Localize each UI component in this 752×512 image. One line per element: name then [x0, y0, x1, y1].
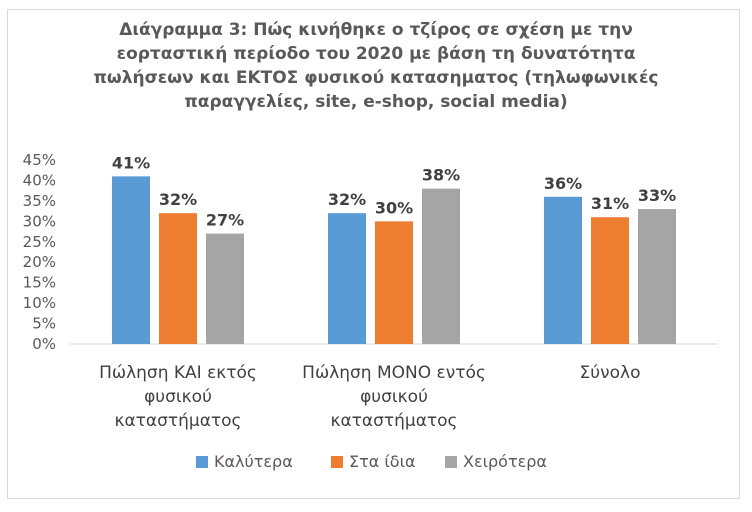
legend-swatch [331, 456, 343, 468]
data-label: 30% [375, 198, 413, 217]
data-label: 27% [206, 211, 244, 230]
chart-title-line-2: εορταστική περίοδο του 2020 με βάση τη δ… [116, 44, 636, 64]
chart-title-line-4: παραγγελίες, site, e-shop, social media) [184, 92, 568, 112]
bar [544, 196, 582, 344]
y-tick-label: 30% [23, 212, 56, 230]
legend-label: Καλύτερα [214, 452, 293, 471]
category-label: Πώληση ΚΑΙ εκτός [99, 363, 257, 383]
bar [375, 221, 413, 344]
bar [159, 213, 197, 344]
bar [638, 209, 676, 344]
chart-title-line-3: πωλήσεων και ΕΚΤΟΣ φυσικού κατασηματος (… [93, 68, 659, 88]
category-label: φυσικού [360, 387, 428, 407]
bar [422, 188, 460, 344]
data-label: 32% [159, 190, 197, 209]
data-label: 32% [328, 190, 366, 209]
category-label: φυσικού [144, 387, 212, 407]
y-tick-label: 10% [23, 294, 56, 312]
chart-title: Διάγραμμα 3: Πώς κινήθηκε ο τζίρος σε σχ… [0, 18, 752, 114]
legend-label: Στα ίδια [349, 452, 416, 471]
category-label: Σύνολο [580, 363, 641, 383]
bar [206, 233, 244, 344]
y-tick-label: 40% [23, 171, 56, 189]
y-tick-label: 45% [23, 151, 56, 169]
category-label: καταστήματος [114, 411, 241, 431]
chart-title-line-1: Διάγραμμα 3: Πώς κινήθηκε ο τζίρος σε σχ… [119, 20, 633, 40]
y-tick-label: 5% [32, 315, 56, 333]
data-label: 33% [638, 186, 676, 205]
legend-swatch [445, 456, 457, 468]
data-label: 38% [422, 166, 460, 185]
category-label: καταστήματος [330, 411, 457, 431]
y-tick-label: 0% [32, 335, 56, 353]
legend-label: Χειρότερα [463, 452, 547, 471]
bar [591, 217, 629, 344]
data-label: 31% [591, 194, 629, 213]
y-tick-label: 35% [23, 192, 56, 210]
data-label: 41% [112, 153, 150, 172]
y-tick-label: 20% [23, 253, 56, 271]
category-label: Πώληση ΜΟΝΟ εντός [302, 363, 486, 383]
legend-swatch [196, 456, 208, 468]
data-label: 36% [544, 174, 582, 193]
bar [112, 176, 150, 344]
y-tick-label: 25% [23, 233, 56, 251]
y-tick-label: 15% [23, 274, 56, 292]
bar [328, 213, 366, 344]
